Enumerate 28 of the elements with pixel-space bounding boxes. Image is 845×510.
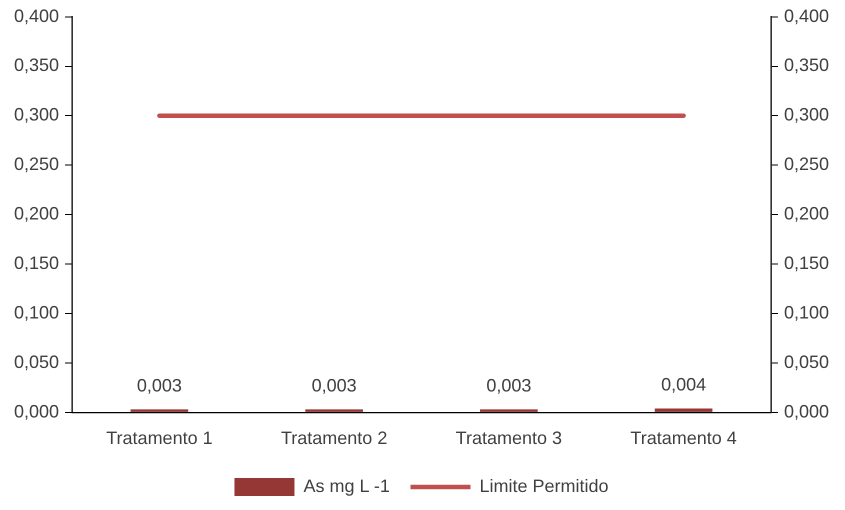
y2-tick-label: 0,050 — [784, 352, 830, 372]
x-tick-label: Tratamento 4 — [630, 428, 737, 448]
y-tick-label: 0,150 — [14, 253, 60, 274]
y2-tick-label: 0,400 — [784, 6, 830, 26]
x-tick-label: Tratamento 3 — [456, 428, 562, 448]
y-tick-label: 0,100 — [14, 302, 60, 322]
y2-tick-label: 0,250 — [784, 154, 830, 174]
y2-tick-label: 0,350 — [784, 55, 830, 76]
data-label: 0,004 — [661, 374, 706, 394]
y2-tick-label: 0,100 — [784, 302, 830, 322]
data-label: 0,003 — [136, 375, 182, 396]
y2-tick-label: 0,300 — [784, 104, 830, 125]
y-tick-label: 0,000 — [14, 401, 60, 422]
x-tick-label: Tratamento 1 — [106, 428, 213, 448]
y2-tick-label: 0,200 — [784, 204, 830, 224]
legend-label: As mg L -1 — [303, 476, 390, 496]
y-tick-label: 0,400 — [14, 6, 60, 26]
y-tick-label: 0,050 — [14, 352, 60, 372]
x-tick-label: Tratamento 2 — [280, 428, 388, 448]
y-tick-label: 0,200 — [14, 204, 60, 224]
y2-tick-label: 0,150 — [784, 253, 830, 274]
data-label: 0,003 — [486, 375, 532, 396]
data-label: 0,003 — [312, 375, 357, 396]
y-tick-label: 0,300 — [14, 104, 60, 125]
y2-tick-label: 0,000 — [784, 401, 830, 422]
y-tick-label: 0,250 — [14, 154, 60, 174]
legend-label: Limite Permitido — [479, 476, 609, 496]
y-tick-label: 0,350 — [14, 55, 60, 76]
